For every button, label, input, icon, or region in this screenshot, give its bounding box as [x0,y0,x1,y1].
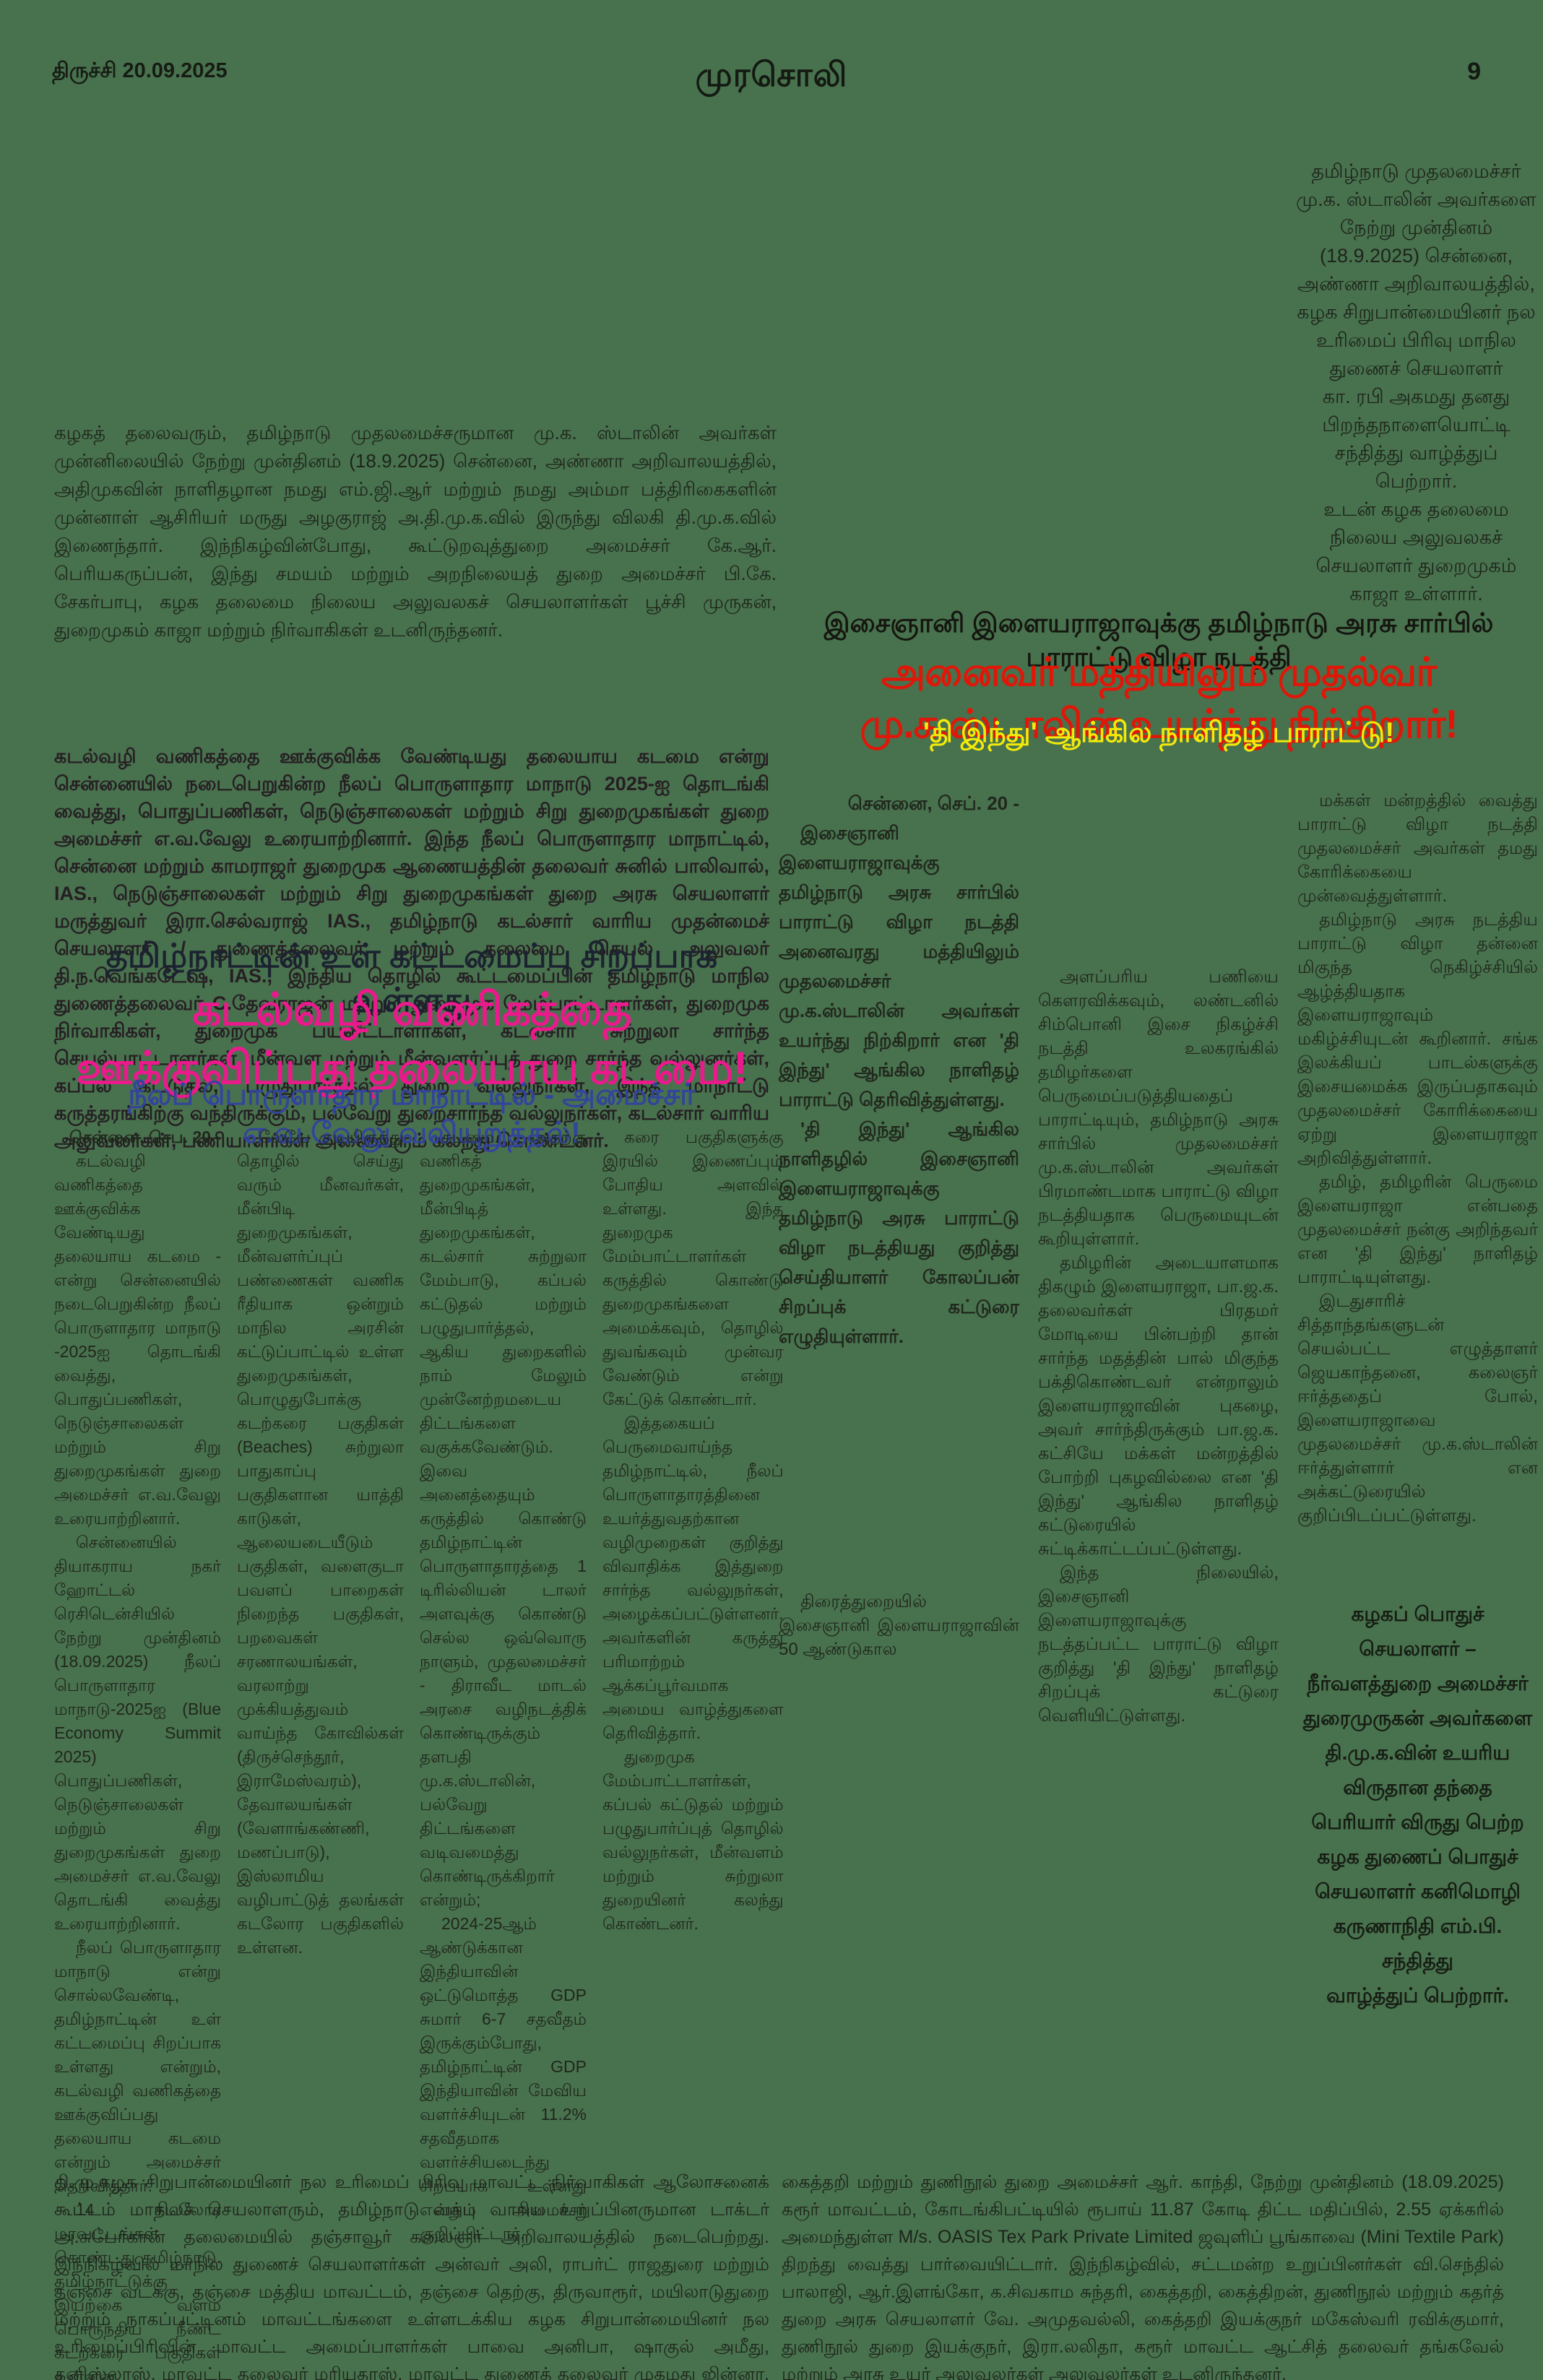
right-article-kicker: இசைஞானி இளையராஜாவுக்கு தமிழ்நாடு அரசு சா… [824,608,1494,672]
photo-right [791,83,1282,549]
right-article-headline: அனைவர் மத்தியிலும் முதல்வர் மு.க.ஸ்டாலின… [860,649,1458,746]
left-article-kicker: தமிழ்நாட்டின் உள் கட்டமைப்பு சிறப்பாக உள… [105,937,718,1018]
bottom-caption-right: கைத்தறி மற்றும் துணிநூல் துறை அமைச்சர் ஆ… [782,2172,1504,2380]
left-article-column-2: லேயே குடியிருந்து தொழில் செய்து வரும் மீ… [237,1128,404,1957]
photo-left [54,83,766,415]
bottom-caption-left: தி.மு.கழக சிறுபான்மையினர் நல உரிமைப் பிர… [54,2172,769,2380]
right-article-column-3-text: மக்கள் மன்றத்தில் வைத்து பாராட்டு விழா ந… [1297,791,1538,1526]
right-article-column-3: மக்கள் மன்றத்தில் வைத்து பாராட்டு விழா ந… [1297,789,1538,2139]
right-article-body: சென்னை, செப். 20 - இசைஞானி இளையராஜாவுக்கு… [779,789,1539,2139]
left-article-column-4: கரை பகுதிகளுக்கு இரயில் இணைப்பும் போதிய … [602,1128,784,1933]
photo-caption-right: தமிழ்நாடு முதலமைச்சர் மு.க. ஸ்டாலின் அவர… [1296,160,1536,605]
left-article-body: சென்னை, செப. 20 - கடல்வழி வணிகத்தை ஊக்குவ… [54,1125,784,2380]
left-article-subhead: நீலப் பொருளாதார மாநாட்டில் - அமைச்சர் எ.… [128,1078,696,1149]
left-article-column-3: கடமை. அதற்கு வணிகத் துறைமுகங்கள், மீன்பி… [420,1128,587,2243]
left-article-intro: கடல்வழி வணிகத்தை ஊக்குவிக்க வேண்டியது தல… [54,743,769,1154]
left-article-intro-text: கடல்வழி வணிகத்தை ஊக்குவிக்க வேண்டியது தல… [54,745,769,1151]
right-article-subhead: 'தி இந்து' ஆங்கில நாளிதழ் பாராட்டு! [922,717,1395,748]
left-article-headline: கடல்வழி வணிகத்தை ஊக்குவிப்பது தலையாய கடம… [76,985,748,1094]
photo-caption-left: கழகத் தலைவரும், தமிழ்நாடு முதலமைச்சருமான… [54,422,777,641]
right-article-credit-caption: கழகப் பொதுச் செயலாளர் – நீர்வளத்துறை அமை… [1302,1603,1533,2007]
masthead-title: முரசொலி [695,56,848,93]
page-number: 9 [1467,58,1481,85]
right-article-column-1: சென்னை, செப். 20 - இசைஞானி இளையராஜாவுக்கு… [779,792,1019,1659]
right-article-column-2: அளப்பரிய பணியை கௌரவிக்கவும், லண்டனில் சி… [1038,967,1279,1726]
edition-date: திருச்சி 20.09.2025 [52,59,228,82]
left-article-column-1: சென்னை, செப. 20 - கடல்வழி வணிகத்தை ஊக்குவ… [54,1128,221,2380]
